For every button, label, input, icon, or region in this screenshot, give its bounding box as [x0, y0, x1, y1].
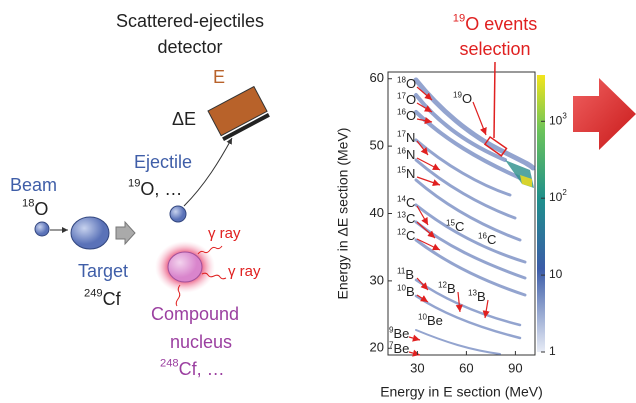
symbol: O, … [140, 179, 182, 199]
symbol: Be [427, 313, 443, 328]
target-ball [71, 217, 109, 249]
y-tick-label: 50 [370, 138, 384, 153]
figure: Scattered-ejectiles detector E ΔE γ ray … [0, 0, 636, 403]
gamma-label: γ ray [228, 263, 261, 280]
x-tick-label: 30 [410, 360, 424, 375]
symbol: N [406, 130, 415, 145]
target-nucleus: 249Cf [84, 288, 122, 309]
selection-label: selection [459, 39, 530, 59]
x-tick-label: 90 [508, 360, 522, 375]
symbol: C [487, 232, 496, 247]
y-tick-label: 20 [370, 340, 384, 355]
detector [208, 87, 270, 141]
beam-label: Beam [10, 175, 57, 195]
detector-title: detector [157, 37, 222, 57]
mass-number: 249 [84, 288, 103, 300]
colorbar-tick-label: 1 [549, 344, 556, 358]
symbol: C [455, 219, 464, 234]
symbol: N [406, 166, 415, 181]
selection-pointer [494, 62, 495, 138]
symbol: B [477, 289, 486, 304]
process-arrow [116, 222, 135, 244]
symbol: O [406, 76, 416, 91]
ejectile-ball [170, 206, 186, 222]
tick-exponent: 3 [562, 111, 567, 120]
mass-number: 18 [22, 198, 34, 210]
colorbar-tick-label: 103 [549, 111, 567, 127]
colorbar-tick-label: 10 [549, 267, 563, 281]
selection-label: 19O events [453, 13, 537, 34]
symbol: Cf [103, 289, 122, 309]
ejectile-label: Ejectile [134, 152, 192, 172]
symbol: Be [393, 341, 409, 356]
compound-ball [168, 252, 202, 282]
y-tick-label: 30 [370, 272, 384, 287]
symbol: B [447, 281, 456, 296]
ejectile-nucleus: 19O, … [128, 178, 182, 199]
symbol: C [406, 195, 415, 210]
mass-number: 19 [128, 178, 140, 190]
symbol: O [34, 199, 48, 219]
mass-number: 19 [453, 13, 465, 25]
detector-title: Scattered-ejectiles [116, 11, 264, 31]
tick-base: 1 [549, 344, 556, 358]
symbol: N [406, 147, 415, 162]
x-tick-label: 60 [459, 360, 473, 375]
compound-nucleus: 248Cf, … [160, 358, 225, 379]
beam-nucleus: 18O [22, 198, 48, 219]
target-label: Target [78, 261, 128, 281]
colorbar-tick-label: 102 [549, 188, 567, 204]
symbol: O events [465, 14, 537, 34]
colorbar [537, 75, 545, 352]
tick-base: 10 [549, 190, 563, 204]
symbol: Cf, … [179, 359, 225, 379]
e-label: E [213, 67, 225, 87]
de-label: ΔE [172, 109, 196, 129]
tick-base: 10 [549, 113, 563, 127]
tick-base: 10 [549, 267, 563, 281]
next-arrow [573, 78, 636, 150]
symbol: C [406, 211, 415, 226]
symbol: O [462, 91, 472, 106]
y-tick-label: 40 [370, 205, 384, 220]
y-tick-label: 60 [370, 70, 384, 85]
y-axis-title: Energy in ΔE section (MeV) [335, 128, 351, 300]
symbol: C [406, 228, 415, 243]
symbol: B [406, 284, 415, 299]
symbol: Be [393, 326, 409, 341]
gamma-label: γ ray [208, 225, 241, 242]
symbol: B [405, 267, 414, 282]
x-axis-title: Energy in E section (MeV) [380, 384, 543, 400]
symbol: O [406, 108, 416, 123]
tick-exponent: 2 [562, 188, 567, 197]
page: {"detector": {"title_lines": ["Scattered… [0, 0, 636, 403]
trajectory [184, 138, 232, 206]
compound-label: Compound [151, 304, 239, 324]
compound-label: nucleus [170, 332, 232, 352]
symbol: O [406, 92, 416, 107]
mass-number: 248 [160, 358, 179, 370]
beam-ball [35, 222, 49, 236]
